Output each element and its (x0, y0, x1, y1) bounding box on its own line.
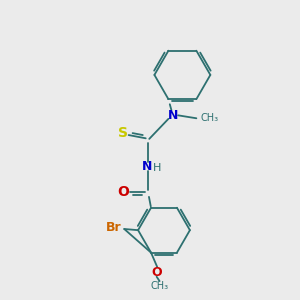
Text: H: H (153, 163, 161, 173)
Text: CH₃: CH₃ (151, 280, 169, 290)
Text: O: O (151, 266, 162, 279)
Text: N: N (168, 109, 178, 122)
Text: S: S (118, 126, 128, 140)
Text: N: N (142, 160, 152, 173)
Text: O: O (118, 185, 130, 199)
Text: CH₃: CH₃ (200, 113, 218, 123)
Text: Br: Br (106, 221, 122, 234)
